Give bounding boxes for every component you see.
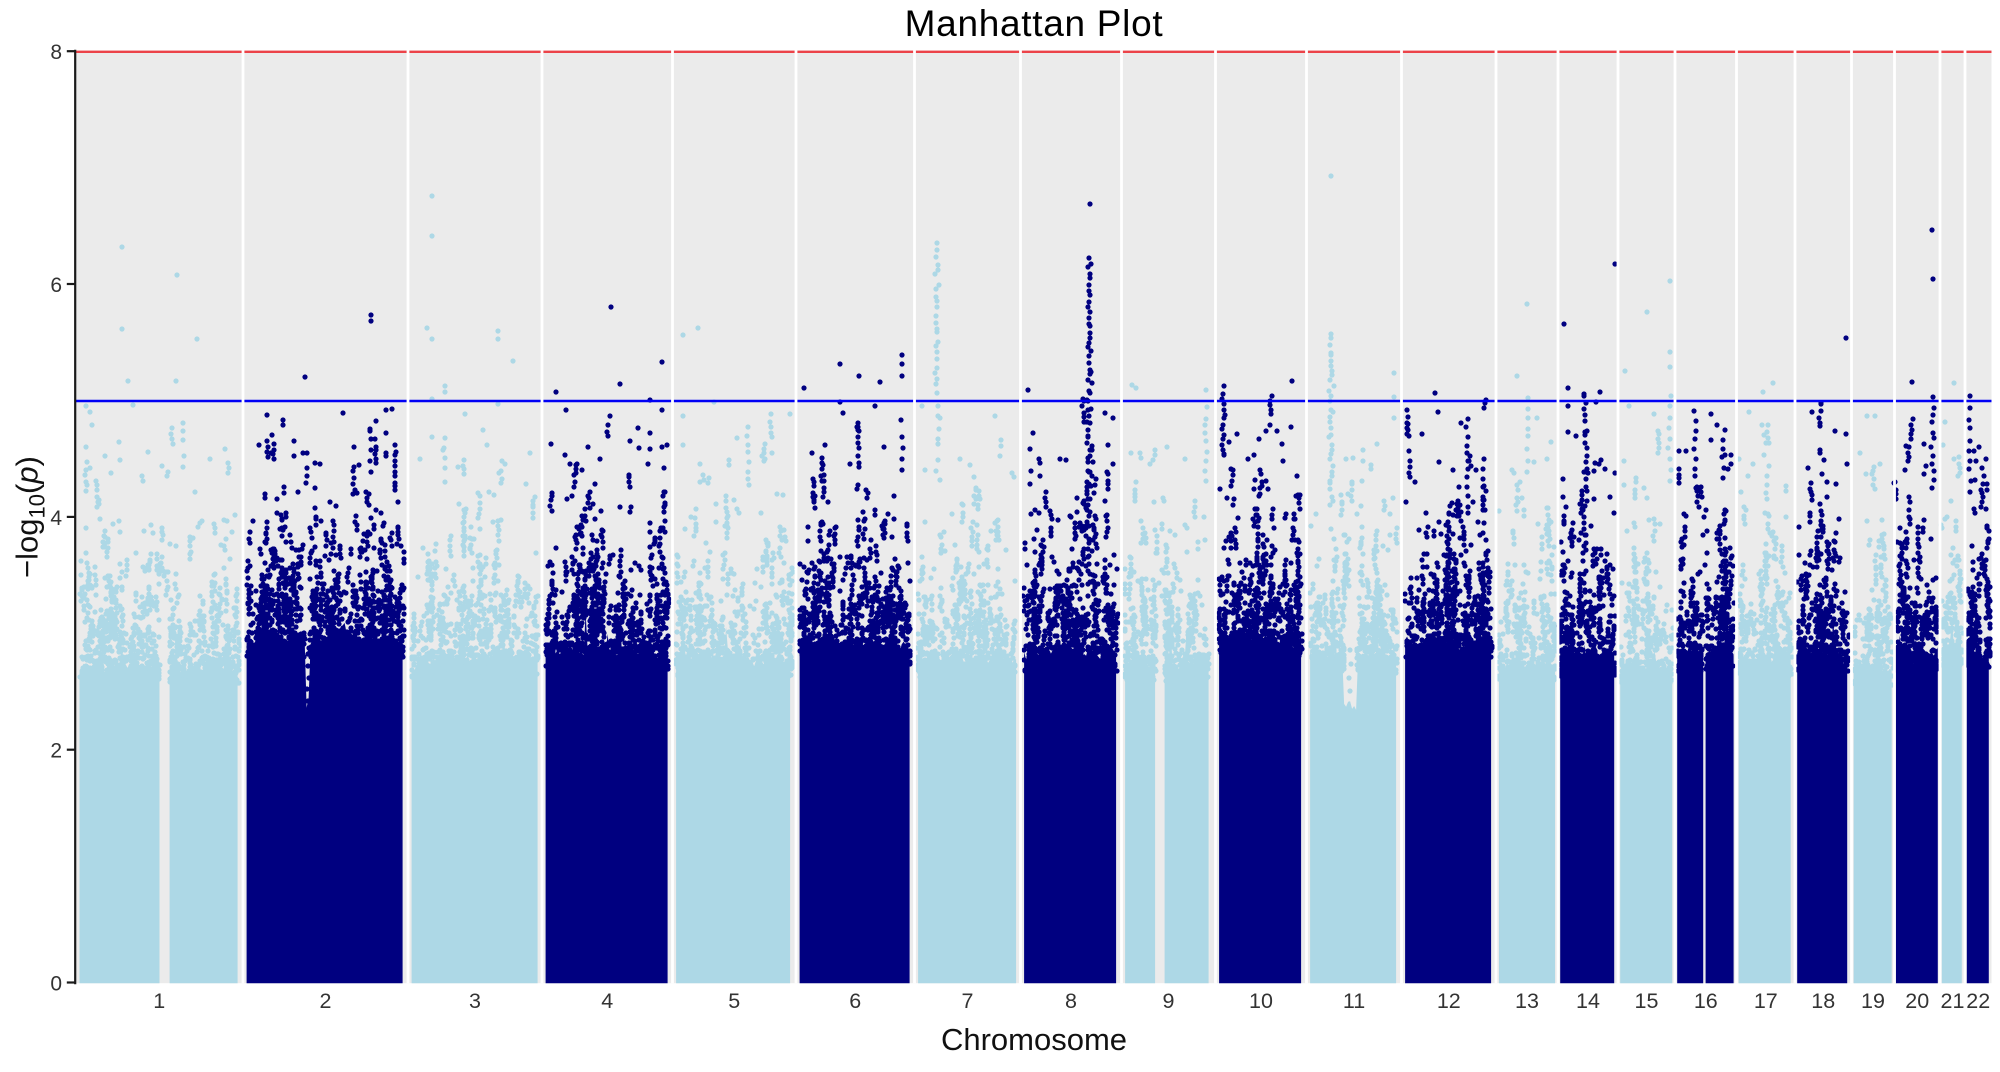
svg-text:10: 10 bbox=[1249, 989, 1273, 1013]
svg-text:6: 6 bbox=[50, 274, 62, 297]
svg-text:6: 6 bbox=[849, 989, 861, 1013]
svg-text:7: 7 bbox=[962, 989, 974, 1013]
svg-text:Chromosome: Chromosome bbox=[941, 1022, 1127, 1057]
svg-text:9: 9 bbox=[1163, 989, 1175, 1013]
svg-text:17: 17 bbox=[1754, 989, 1778, 1013]
svg-text:22: 22 bbox=[1966, 989, 1990, 1013]
svg-text:8: 8 bbox=[1065, 989, 1077, 1013]
svg-text:3: 3 bbox=[469, 989, 481, 1013]
svg-text:13: 13 bbox=[1515, 989, 1539, 1013]
svg-text:4: 4 bbox=[601, 989, 613, 1013]
svg-text:12: 12 bbox=[1437, 989, 1461, 1013]
svg-text:21: 21 bbox=[1941, 989, 1965, 1013]
svg-text:11: 11 bbox=[1343, 989, 1365, 1013]
svg-text:2: 2 bbox=[320, 989, 332, 1013]
svg-text:14: 14 bbox=[1576, 989, 1600, 1013]
svg-text:15: 15 bbox=[1635, 989, 1659, 1013]
svg-text:1: 1 bbox=[153, 989, 165, 1013]
svg-text:2: 2 bbox=[50, 740, 62, 763]
svg-text:0: 0 bbox=[50, 972, 62, 995]
svg-text:4: 4 bbox=[50, 507, 62, 530]
svg-text:20: 20 bbox=[1905, 989, 1929, 1013]
svg-text:8: 8 bbox=[50, 41, 62, 64]
svg-text:5: 5 bbox=[728, 989, 740, 1013]
svg-text:16: 16 bbox=[1694, 989, 1718, 1013]
svg-text:18: 18 bbox=[1811, 989, 1835, 1013]
svg-text:19: 19 bbox=[1861, 989, 1885, 1013]
svg-text:Manhattan Plot: Manhattan Plot bbox=[905, 3, 1164, 44]
